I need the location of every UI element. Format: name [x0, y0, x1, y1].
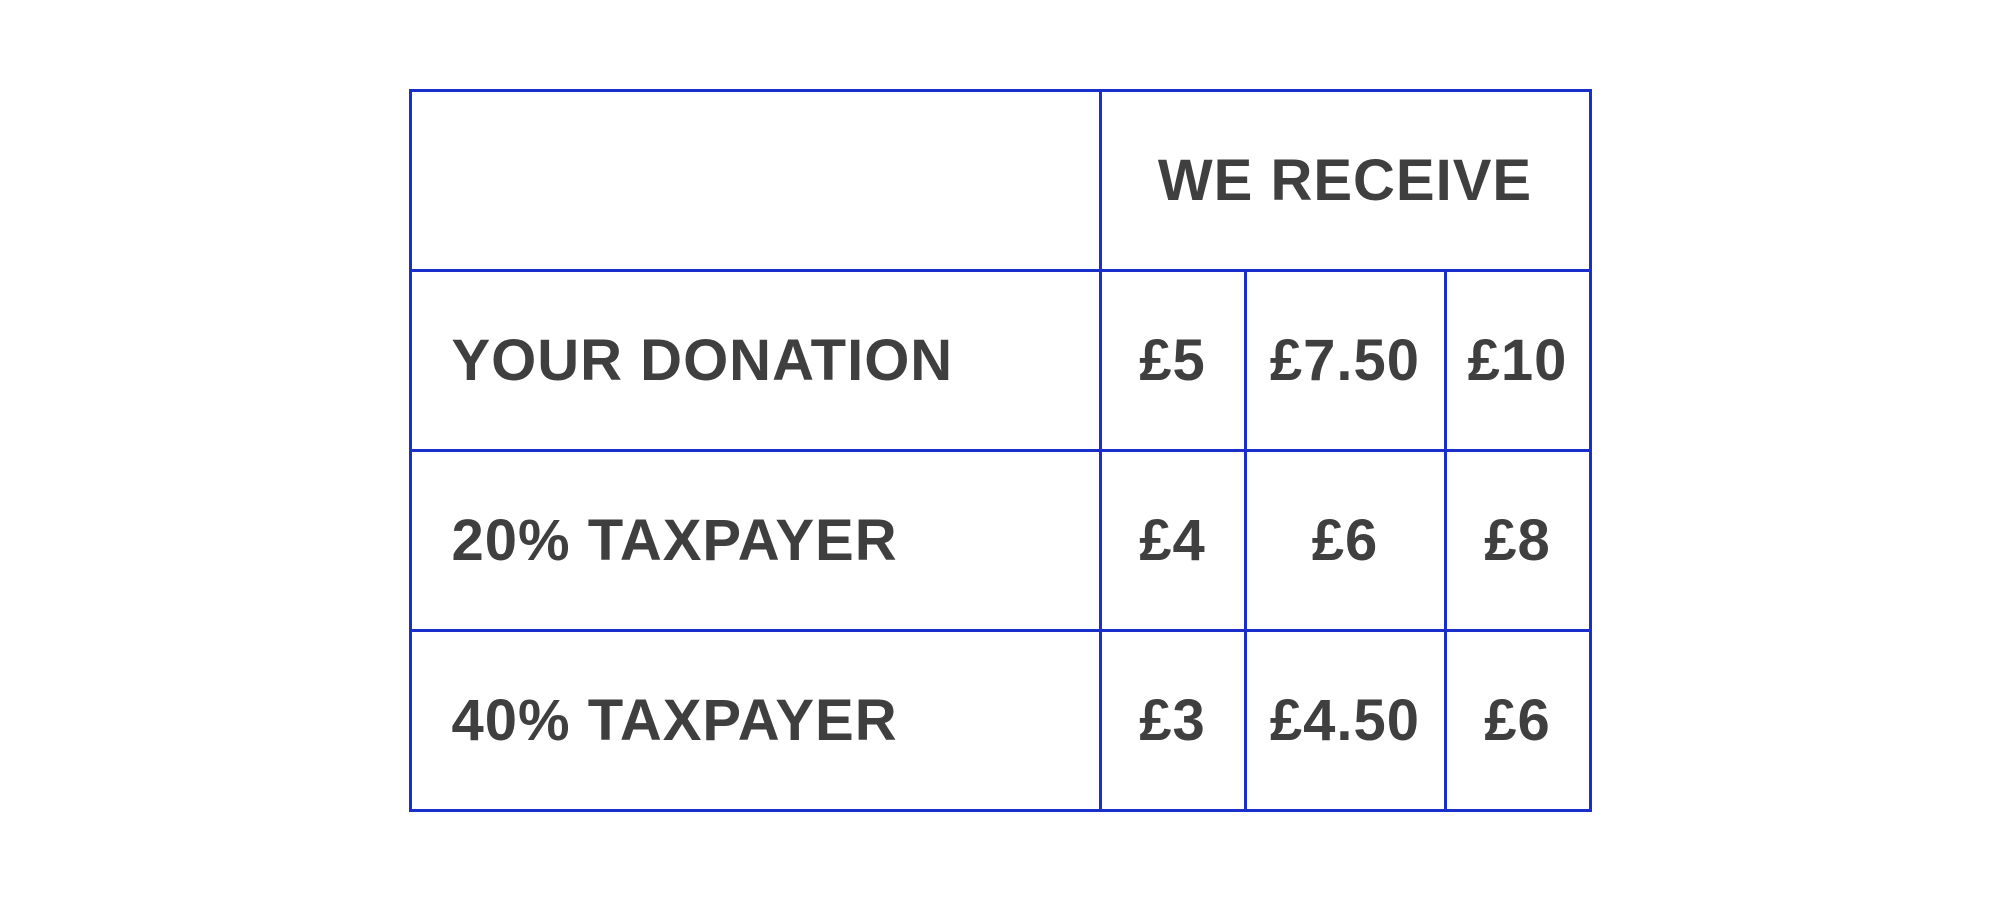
row-value: £8 — [1445, 450, 1590, 630]
row-value: £3 — [1100, 630, 1245, 810]
header-blank-cell — [410, 90, 1100, 270]
donation-table: WE RECEIVE YOUR DONATION £5 £7.50 £10 20… — [409, 89, 1592, 812]
row-value: £5 — [1100, 270, 1245, 450]
row-label: 40% TAXPAYER — [410, 630, 1100, 810]
row-value: £10 — [1445, 270, 1590, 450]
row-value: £7.50 — [1245, 270, 1445, 450]
row-value: £6 — [1445, 630, 1590, 810]
row-label: 20% TAXPAYER — [410, 450, 1100, 630]
table-row: 20% TAXPAYER £4 £6 £8 — [410, 450, 1590, 630]
row-value: £4 — [1100, 450, 1245, 630]
table-row: YOUR DONATION £5 £7.50 £10 — [410, 270, 1590, 450]
table-row: 40% TAXPAYER £3 £4.50 £6 — [410, 630, 1590, 810]
row-label: YOUR DONATION — [410, 270, 1100, 450]
row-value: £4.50 — [1245, 630, 1445, 810]
table-header-row: WE RECEIVE — [410, 90, 1590, 270]
header-we-receive: WE RECEIVE — [1100, 90, 1590, 270]
row-value: £6 — [1245, 450, 1445, 630]
